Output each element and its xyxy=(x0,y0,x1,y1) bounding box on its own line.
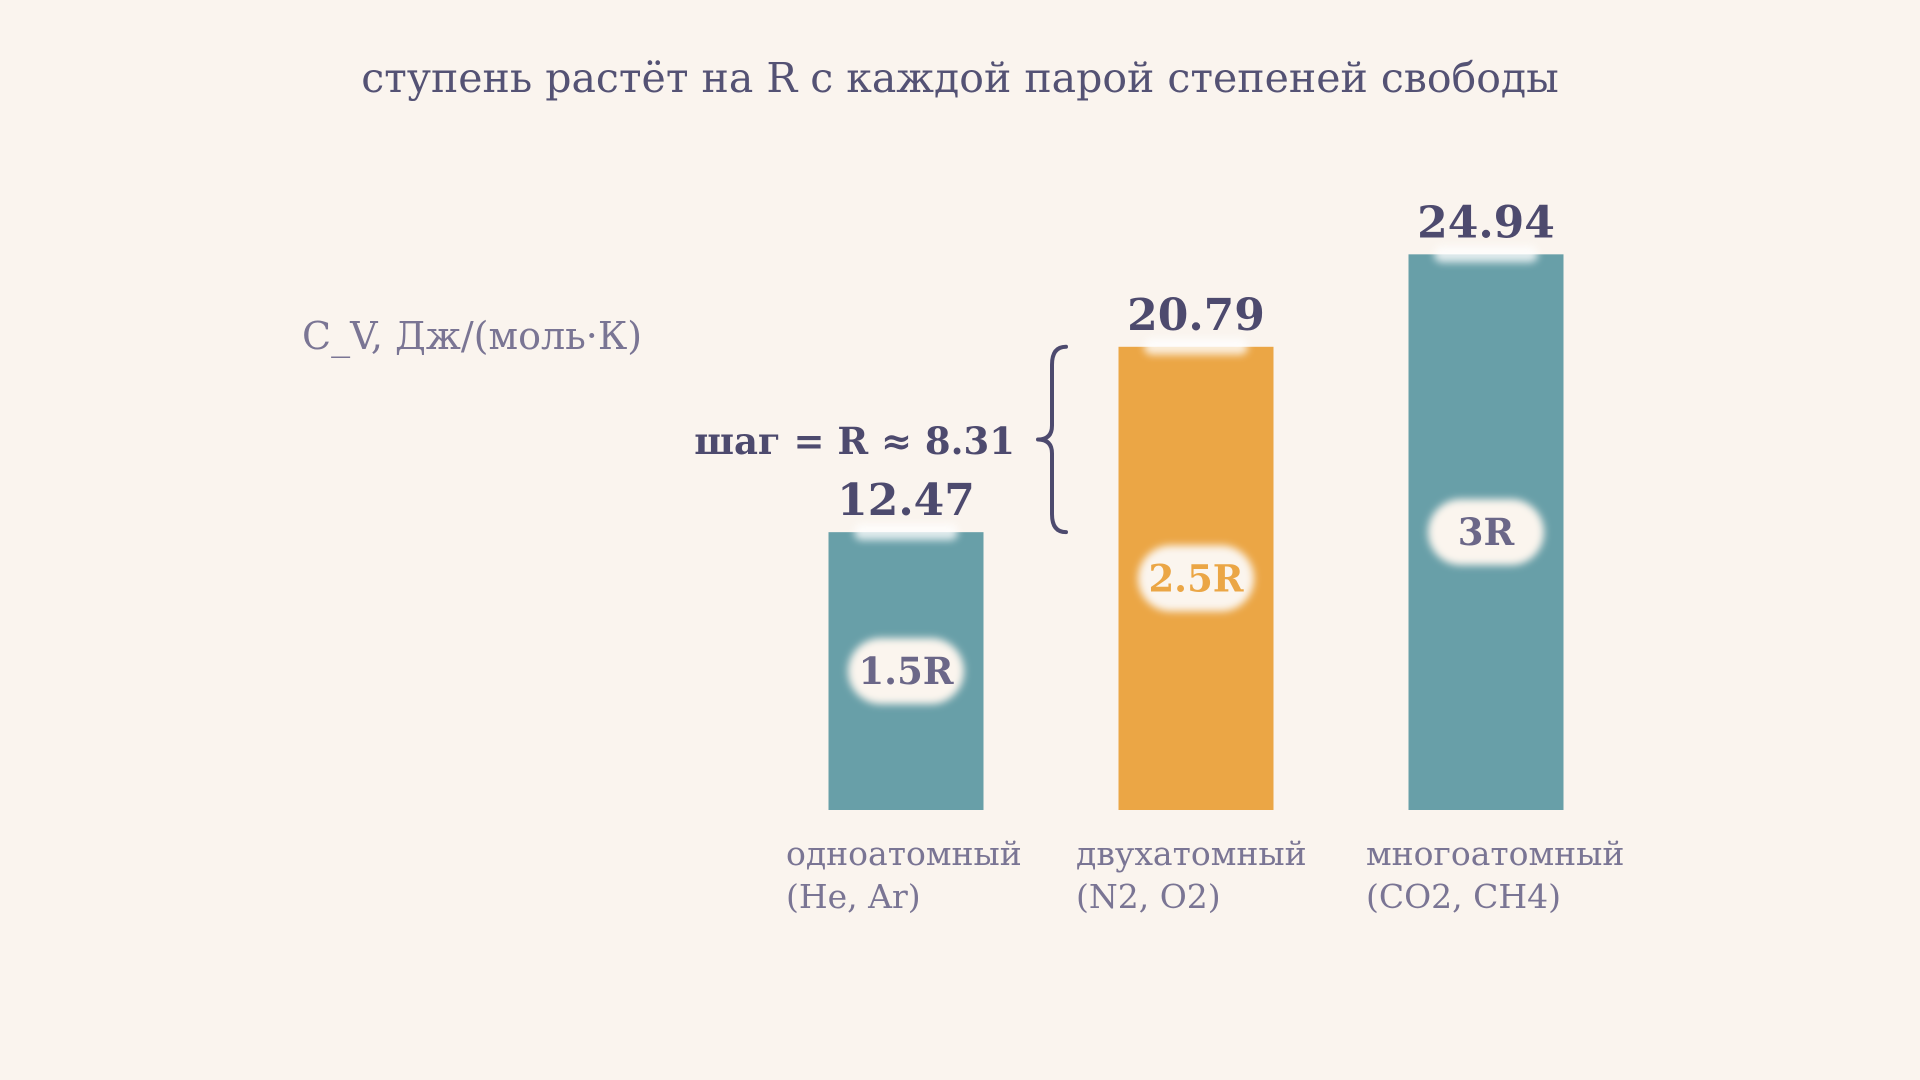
inner-label: 2.5R xyxy=(1148,556,1243,600)
inner-label-pill xyxy=(848,638,964,705)
step-annotation: шаг = R ≈ 8.31 xyxy=(694,344,1068,535)
category-label: двухатомный xyxy=(1076,834,1307,873)
value-label: 24.94 xyxy=(1417,197,1555,248)
bar-top-glow xyxy=(1144,338,1248,355)
category-sublabel: (CO2, CH4) xyxy=(1366,877,1561,916)
bars-layer: 12.47 1.5R одноатомный (He, Ar) 20.79 2.5R дву… xyxy=(786,197,1624,916)
inner-label-pill xyxy=(1428,499,1544,566)
category-label: многоатомный xyxy=(1366,834,1624,873)
category-label: одноатомный xyxy=(786,834,1022,873)
inner-label-pill xyxy=(1138,545,1254,612)
value-label: 20.79 xyxy=(1127,290,1265,341)
step-brace xyxy=(1036,344,1068,535)
inner-label: 1.5R xyxy=(858,649,953,693)
step-annotation-label: шаг = R ≈ 8.31 xyxy=(694,419,1015,463)
chart-title: ступень растёт на R с каждой парой степе… xyxy=(361,54,1559,102)
bar-top-glow xyxy=(1434,246,1538,263)
category-sublabel: (He, Ar) xyxy=(786,877,921,916)
inner-label: 3R xyxy=(1458,510,1515,554)
category-sublabel: (N2, O2) xyxy=(1076,877,1221,916)
bar-top-glow xyxy=(854,524,958,541)
value-label: 12.47 xyxy=(837,475,975,526)
y-axis-label: C_V, Дж/(моль·К) xyxy=(302,314,642,359)
